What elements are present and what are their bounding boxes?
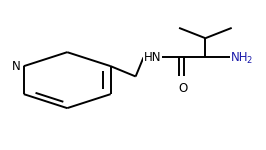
Text: O: O [178, 82, 188, 95]
Text: HN: HN [144, 51, 161, 64]
Text: 2: 2 [246, 56, 251, 65]
Text: NH: NH [231, 51, 248, 64]
Text: N: N [12, 60, 21, 73]
